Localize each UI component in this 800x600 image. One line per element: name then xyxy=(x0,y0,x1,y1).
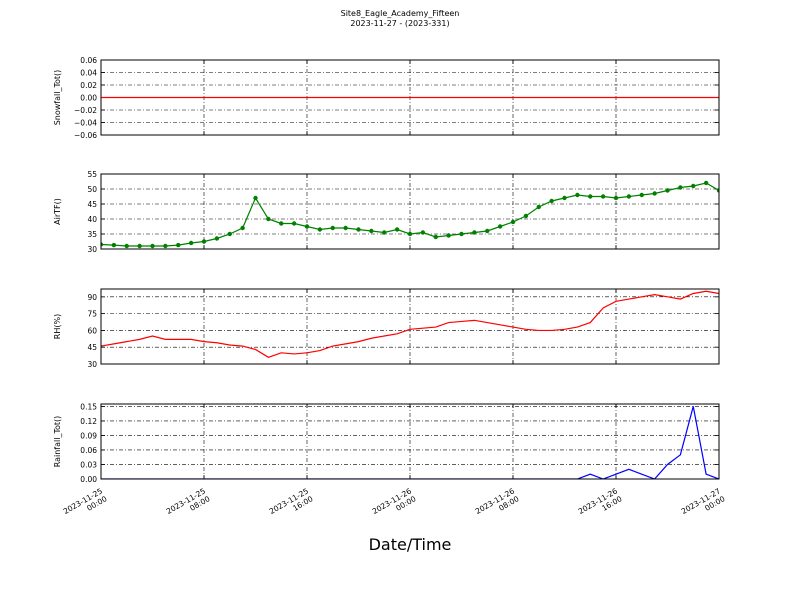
data-point xyxy=(382,230,387,235)
plot-frame xyxy=(100,288,720,365)
data-point xyxy=(600,194,606,199)
x-tick-label: 2023-11-2516:00 xyxy=(268,486,315,523)
plot-frame xyxy=(100,173,720,250)
data-point xyxy=(497,224,503,229)
data-point xyxy=(124,243,129,249)
data-point xyxy=(652,191,657,196)
data-point xyxy=(304,224,310,229)
data-point xyxy=(433,234,438,240)
y-axis-label: AirTF() xyxy=(53,198,62,225)
x-tick-label: 2023-11-2500:00 xyxy=(62,486,109,523)
data-point xyxy=(639,192,644,198)
data-point xyxy=(317,227,323,232)
data-point xyxy=(575,192,580,198)
y-axis-label: RH(%) xyxy=(53,314,62,339)
plot-frame xyxy=(100,59,720,136)
data-point xyxy=(227,231,232,237)
y-tick-label: 50 xyxy=(87,185,97,194)
y-tick-label: 0.15 xyxy=(80,402,97,411)
y-axis-label: Snowfall_Tot() xyxy=(53,70,62,126)
data-point xyxy=(716,188,719,193)
x-tick-label: 2023-11-2600:00 xyxy=(371,486,418,523)
data-point xyxy=(446,233,451,238)
x-tick-label: 2023-11-2508:00 xyxy=(165,486,212,523)
chart-title: Site8_Eagle_Academy_Fifteen xyxy=(341,9,460,18)
data-point xyxy=(101,242,104,247)
y-tick-label: −0.06 xyxy=(74,131,97,140)
data-point xyxy=(523,213,529,219)
data-point xyxy=(407,231,413,237)
data-line xyxy=(101,290,719,358)
y-tick-label: −0.02 xyxy=(74,106,97,115)
data-point xyxy=(214,236,220,241)
data-point xyxy=(291,221,297,226)
x-tick-label: 2023-11-2616:00 xyxy=(577,486,624,523)
data-point xyxy=(678,185,683,190)
data-point xyxy=(703,180,709,186)
plot-frame xyxy=(100,403,720,480)
data-point xyxy=(485,228,490,234)
data-line xyxy=(101,406,719,479)
x-tick-label: 2023-11-2608:00 xyxy=(474,486,521,523)
y-tick-label: 0.09 xyxy=(80,431,97,440)
y-tick-label: 45 xyxy=(87,200,97,209)
data-point xyxy=(176,242,181,248)
data-point xyxy=(588,194,593,199)
data-point xyxy=(626,194,632,199)
data-point xyxy=(510,219,516,225)
data-point xyxy=(420,230,426,235)
y-tick-label: −0.04 xyxy=(74,119,97,128)
data-point xyxy=(472,230,477,235)
data-point xyxy=(137,243,142,249)
y-tick-label: 60 xyxy=(87,326,97,335)
plot-area xyxy=(101,180,719,249)
y-tick-label: 0.00 xyxy=(80,475,97,484)
data-point xyxy=(188,240,194,246)
data-point xyxy=(343,225,348,231)
y-tick-label: 0.00 xyxy=(80,94,97,103)
x-axis-label: Date/Time xyxy=(369,535,452,554)
plot-area xyxy=(101,406,719,479)
y-tick-label: 35 xyxy=(87,230,97,239)
data-point xyxy=(613,195,619,201)
x-tick-label: 2023-11-2700:00 xyxy=(680,486,727,523)
y-tick-label: 0.04 xyxy=(80,69,97,78)
y-tick-label: 30 xyxy=(87,360,97,369)
data-point xyxy=(536,204,541,210)
y-tick-label: 75 xyxy=(87,310,97,319)
data-point xyxy=(150,243,155,249)
data-point xyxy=(549,198,554,204)
data-point xyxy=(459,231,464,237)
data-point xyxy=(369,228,374,234)
y-tick-label: 0.02 xyxy=(80,81,97,90)
y-tick-label: 0.03 xyxy=(80,460,97,469)
y-tick-label: 55 xyxy=(87,170,97,179)
y-tick-label: 90 xyxy=(87,293,97,302)
data-point xyxy=(240,225,245,231)
y-tick-label: 40 xyxy=(87,215,97,224)
y-tick-label: 0.12 xyxy=(80,417,97,426)
y-tick-label: 0.06 xyxy=(80,56,97,65)
data-point xyxy=(665,188,670,193)
data-point xyxy=(111,242,117,248)
y-tick-label: 45 xyxy=(87,343,97,352)
data-point xyxy=(201,239,207,244)
data-point xyxy=(691,183,696,189)
chart-subtitle: 2023-11-27 - (2023-331) xyxy=(350,19,449,28)
plot-area xyxy=(101,290,719,358)
data-point xyxy=(394,227,400,232)
data-point xyxy=(330,225,335,231)
data-point xyxy=(253,195,258,201)
y-axis-label: Rainfall_Tot() xyxy=(53,416,62,468)
data-point xyxy=(163,243,168,249)
data-point xyxy=(266,216,271,222)
data-point xyxy=(356,227,361,232)
y-tick-label: 0.06 xyxy=(80,446,97,455)
data-point xyxy=(279,221,284,226)
data-point xyxy=(562,195,567,201)
y-tick-label: 30 xyxy=(87,245,97,254)
